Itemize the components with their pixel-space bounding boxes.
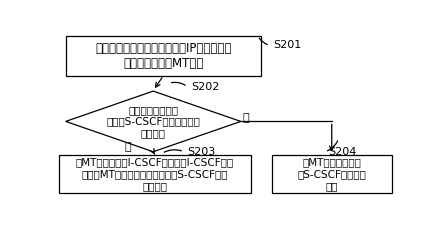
Text: S202: S202 bbox=[191, 82, 219, 92]
Text: 确定目标用户注册
的第一S-CSCF设备是否处于
故障状态: 确定目标用户注册 的第一S-CSCF设备是否处于 故障状态 bbox=[106, 105, 200, 138]
Text: 是: 是 bbox=[124, 142, 131, 152]
Text: 接收短信中心基于目标用户的IP地址发送的
面向目标用户的MT短信: 接收短信中心基于目标用户的IP地址发送的 面向目标用户的MT短信 bbox=[95, 42, 232, 70]
FancyBboxPatch shape bbox=[66, 36, 261, 76]
Text: S203: S203 bbox=[187, 147, 216, 157]
Polygon shape bbox=[66, 91, 241, 152]
Text: 将MT短信转发至I-CSCF设备，该I-CSCF设备
用于将MT短信发送给可用的第二S-CSCF设备
进行投递: 将MT短信转发至I-CSCF设备，该I-CSCF设备 用于将MT短信发送给可用的… bbox=[76, 158, 234, 191]
Text: S204: S204 bbox=[328, 147, 357, 157]
Text: 否: 否 bbox=[243, 113, 249, 123]
Text: 将MT短信转发至第
一S-CSCF设备进行
投递: 将MT短信转发至第 一S-CSCF设备进行 投递 bbox=[297, 158, 366, 191]
FancyBboxPatch shape bbox=[59, 155, 251, 193]
Text: S201: S201 bbox=[273, 40, 302, 50]
FancyBboxPatch shape bbox=[272, 155, 392, 193]
